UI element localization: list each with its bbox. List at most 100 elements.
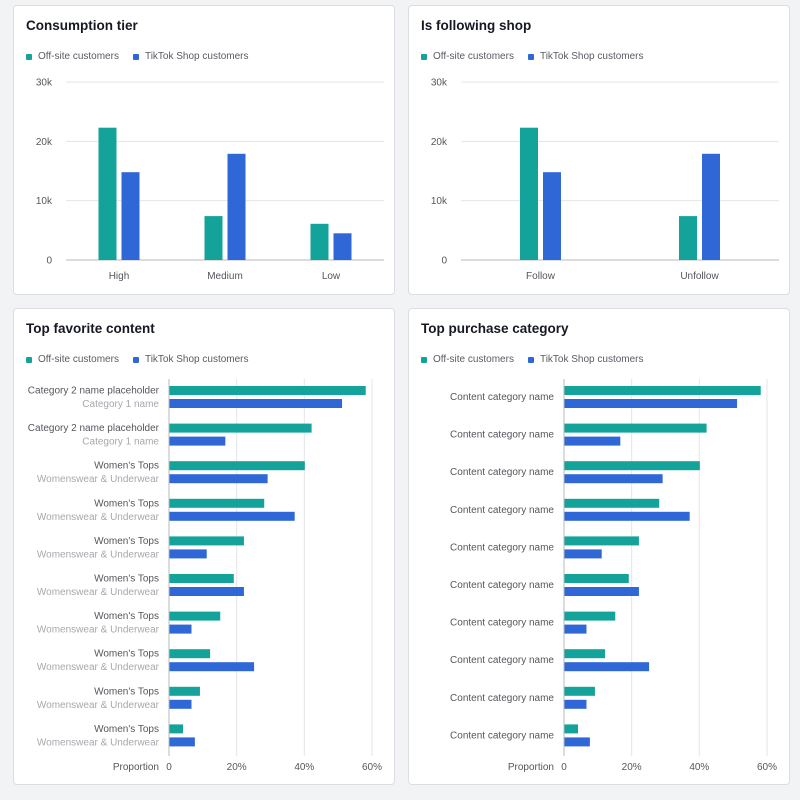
y-tick-label: 30k <box>36 78 53 89</box>
bar-offsite <box>169 536 244 546</box>
category-label: Women's Tops <box>94 611 159 622</box>
legend-item-offsite[interactable]: Off-site customers <box>421 51 514 62</box>
category-label: Content category name <box>450 542 554 553</box>
chart-legend: Off-site customers TikTok Shop customers <box>421 51 658 62</box>
bar-offsite <box>564 611 616 621</box>
x-tick-label: High <box>109 271 130 282</box>
x-tick-label: Low <box>322 271 341 282</box>
bar-offsite <box>564 686 595 696</box>
x-tick-label: 40% <box>294 762 314 773</box>
legend-label-offsite: Off-site customers <box>38 354 119 365</box>
legend-label-offsite: Off-site customers <box>38 51 119 62</box>
category-label: Content category name <box>450 430 554 441</box>
bar-offsite <box>169 724 184 734</box>
legend-item-tiktok[interactable]: TikTok Shop customers <box>132 354 249 365</box>
following-shop-card: Is following shop Off-site customers Tik… <box>408 5 790 295</box>
category-label: Women's Tops <box>94 574 159 585</box>
legend-label-tiktok: TikTok Shop customers <box>539 354 644 365</box>
bar-tiktok <box>169 436 226 446</box>
top-favorite-content-chart: Proportion 0 20% 40% 60% Category 2 name pla… <box>28 379 382 773</box>
y-tick-label: 20k <box>36 137 53 148</box>
bar-tiktok <box>333 233 352 260</box>
bar-tiktok <box>169 624 192 634</box>
legend-label-tiktok: TikTok Shop customers <box>539 51 644 62</box>
bar-offsite <box>169 574 234 583</box>
bar-offsite <box>679 216 697 260</box>
x-tick-label: Follow <box>526 271 556 282</box>
x-axis-title: Proportion <box>113 762 159 773</box>
legend-item-offsite[interactable]: Off-site customers <box>26 354 119 365</box>
category-sublabel: Womenswear & Underwear <box>37 625 160 636</box>
bar-offsite <box>169 686 200 696</box>
consumption-tier-chart: 0 10k 20k 30k High Medium Low <box>36 78 384 282</box>
top-purchase-category-chart: Proportion 0 20% 40% 60% Content category na… <box>450 379 777 773</box>
legend-label-offsite: Off-site customers <box>433 51 514 62</box>
y-tick-label: 10k <box>36 196 53 207</box>
category-label: Women's Tops <box>94 498 159 509</box>
bar-tiktok <box>564 737 590 747</box>
bar-tiktok <box>169 474 268 484</box>
legend-item-tiktok[interactable]: TikTok Shop customers <box>132 51 249 62</box>
bar-offsite <box>169 611 221 621</box>
bar-tiktok <box>169 662 255 672</box>
chart-legend: Off-site customers TikTok Shop customers <box>26 51 263 62</box>
card-title: Top purchase category <box>421 321 569 336</box>
bar-tiktok <box>169 587 244 596</box>
top-purchase-category-card: Top purchase category Off-site customers… <box>408 308 790 785</box>
category-sublabel: Womenswear & Underwear <box>37 662 160 673</box>
bar-offsite <box>169 498 265 508</box>
chart-legend: Off-site customers TikTok Shop customers <box>421 354 658 365</box>
category-sublabel: Category 1 name <box>82 437 159 448</box>
legend-swatch-tiktok <box>527 356 534 363</box>
category-label: Women's Tops <box>94 649 159 660</box>
legend-item-tiktok[interactable]: TikTok Shop customers <box>527 51 644 62</box>
legend-swatch-offsite <box>26 356 32 363</box>
category-label: Content category name <box>450 730 554 741</box>
legend-item-tiktok[interactable]: TikTok Shop customers <box>527 354 644 365</box>
y-tick-label: 10k <box>431 196 448 207</box>
bar-tiktok <box>564 662 650 672</box>
bar-tiktok <box>564 436 621 446</box>
bar-tiktok <box>227 153 246 260</box>
bar-tiktok <box>169 399 343 408</box>
top-favorite-content-card: Top favorite content Off-site customers … <box>13 308 395 785</box>
legend-swatch-tiktok <box>527 53 534 60</box>
bar-tiktok <box>169 699 192 709</box>
bar-tiktok <box>564 699 587 709</box>
legend-swatch-offsite <box>421 53 427 60</box>
legend-label-tiktok: TikTok Shop customers <box>144 51 249 62</box>
bar-tiktok <box>121 172 140 260</box>
bar-offsite <box>564 461 700 471</box>
bar-offsite <box>169 386 366 395</box>
bar-offsite <box>98 127 117 260</box>
x-tick-label: 20% <box>622 762 642 773</box>
legend-swatch-offsite <box>421 356 427 363</box>
bar-tiktok <box>564 511 690 521</box>
legend-item-offsite[interactable]: Off-site customers <box>26 51 119 62</box>
category-label: Women's Tops <box>94 724 159 735</box>
x-tick-label: 60% <box>757 762 777 773</box>
legend-label-tiktok: TikTok Shop customers <box>144 354 249 365</box>
category-sublabel: Womenswear & Underwear <box>37 700 160 711</box>
category-label: Women's Tops <box>94 461 159 472</box>
consumption-tier-card: Consumption tier Off-site customers TikT… <box>13 5 395 295</box>
bar-offsite <box>169 461 305 471</box>
bar-offsite <box>564 724 579 734</box>
bar-offsite <box>564 498 660 508</box>
category-sublabel: Womenswear & Underwear <box>37 512 160 523</box>
y-tick-label: 20k <box>431 137 448 148</box>
category-sublabel: Womenswear & Underwear <box>37 474 160 485</box>
category-label: Content category name <box>450 580 554 591</box>
bar-offsite <box>564 423 707 433</box>
x-tick-label: 60% <box>362 762 382 773</box>
following-shop-chart: 0 10k 20k 30k Follow Unfollow <box>431 78 779 282</box>
x-tick-label: 0 <box>166 762 172 773</box>
legend-item-offsite[interactable]: Off-site customers <box>421 354 514 365</box>
category-label: Content category name <box>450 693 554 704</box>
y-tick-label: 0 <box>46 256 52 267</box>
legend-label-offsite: Off-site customers <box>433 354 514 365</box>
category-sublabel: Womenswear & Underwear <box>37 587 160 598</box>
x-tick-label: Unfollow <box>680 271 719 282</box>
category-label: Content category name <box>450 505 554 516</box>
x-tick-label: 0 <box>561 762 567 773</box>
